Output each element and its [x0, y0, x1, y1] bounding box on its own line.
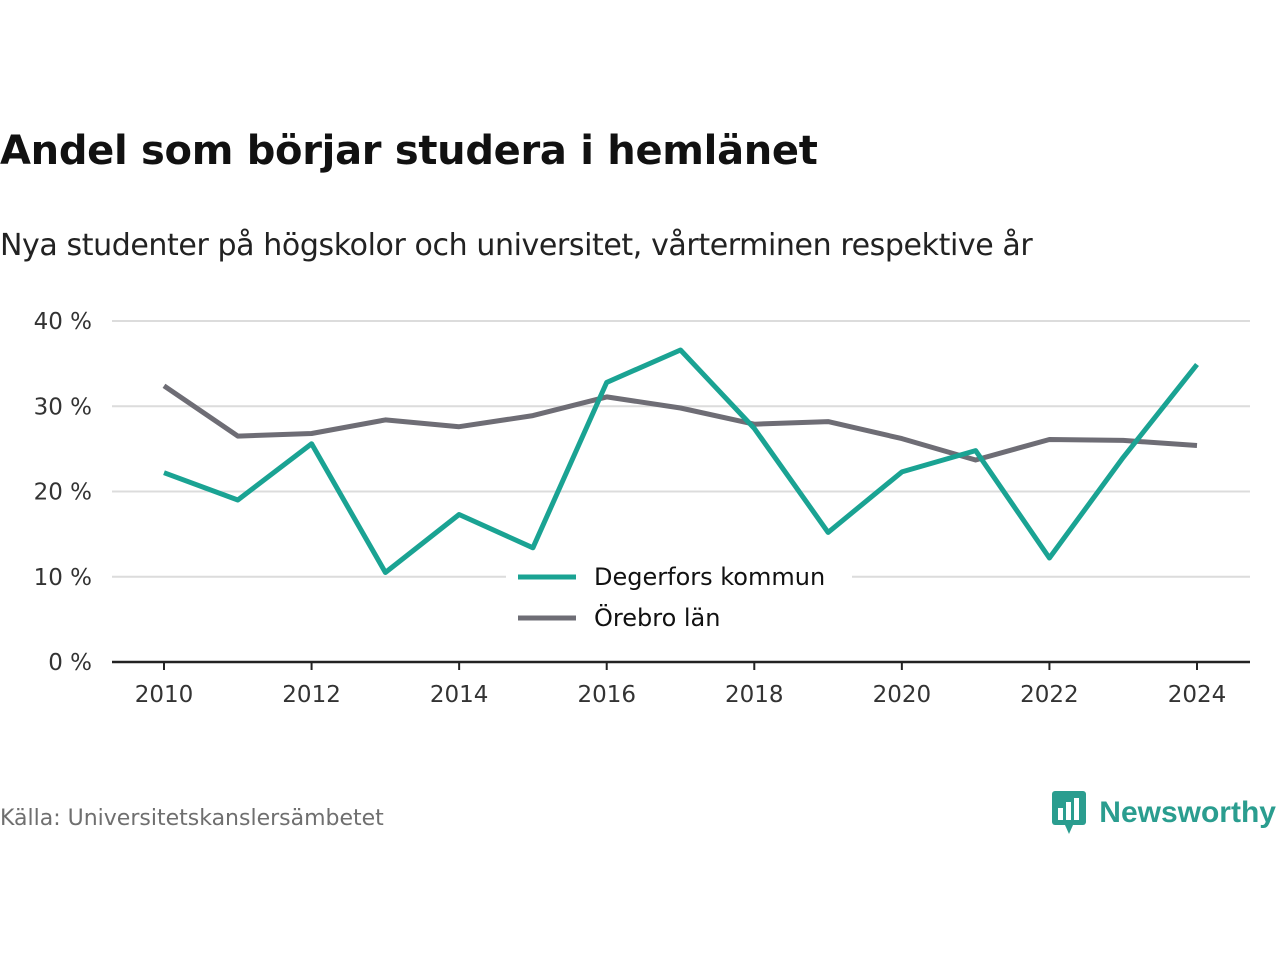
- chart-subtitle: Nya studenter på högskolor och universit…: [0, 228, 1033, 263]
- x-tick-label: 2016: [577, 682, 636, 708]
- x-tick-label: 2014: [430, 682, 489, 708]
- legend-background: [506, 556, 852, 642]
- y-tick-label: 40 %: [34, 309, 92, 335]
- y-tick-label: 30 %: [34, 394, 92, 420]
- y-tick-label: 20 %: [34, 480, 92, 506]
- chart-title: Andel som börjar studera i hemlänet: [0, 128, 818, 174]
- line-chart: 0 % 10 % 20 % 30 % 40 % 2010 2012 2014 2016 2018…: [34, 309, 1250, 708]
- brand-name: Newsworthy: [1099, 796, 1276, 829]
- legend-label: Degerfors kommun: [594, 563, 825, 591]
- source-note: Källa: Universitetskanslersämbetet: [0, 806, 384, 831]
- x-axis-ticks: 2010 2012 2014 2016 2018 2020 2022 2024: [135, 662, 1227, 708]
- x-tick-label: 2024: [1168, 682, 1227, 708]
- series-line-degerfors: [163, 347, 1199, 575]
- series-lines: [162, 347, 1199, 575]
- x-tick-label: 2012: [282, 682, 341, 708]
- legend-label: Örebro län: [594, 603, 720, 632]
- y-axis-ticks: 0 % 10 % 20 % 30 % 40 %: [34, 309, 92, 676]
- x-tick-label: 2022: [1020, 682, 1079, 708]
- legend: Degerfors kommun Örebro län: [506, 556, 852, 642]
- y-tick-label: 10 %: [34, 565, 92, 591]
- x-tick-label: 2020: [873, 682, 932, 708]
- x-tick-label: 2018: [725, 682, 784, 708]
- brand-logo: Newsworthy: [1051, 790, 1276, 836]
- bar-chart-speech-bubble-icon: [1052, 791, 1087, 834]
- series-line-orebro: [162, 383, 1198, 463]
- y-tick-label: 0 %: [48, 650, 92, 676]
- x-tick-label: 2010: [135, 682, 194, 708]
